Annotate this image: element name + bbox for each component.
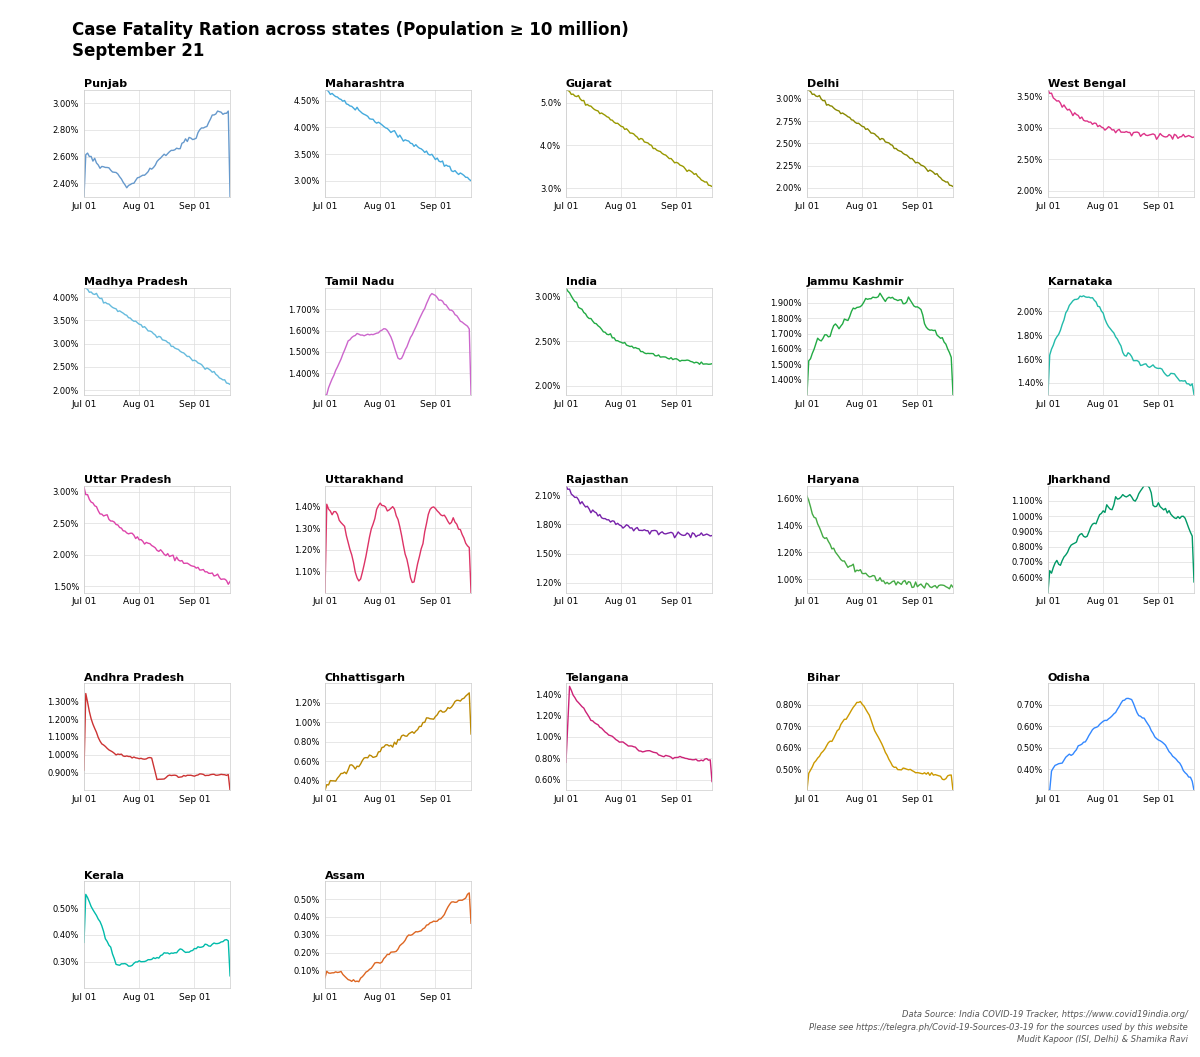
Text: Kerala: Kerala (84, 871, 124, 880)
Text: Uttar Pradesh: Uttar Pradesh (84, 475, 172, 485)
Text: Rajasthan: Rajasthan (566, 475, 629, 485)
Text: Telangana: Telangana (566, 672, 630, 683)
Text: Delhi: Delhi (806, 79, 839, 89)
Text: Chhattisgarh: Chhattisgarh (325, 672, 406, 683)
Text: Bihar: Bihar (806, 672, 840, 683)
Text: Case Fatality Ration across states (Population ≥ 10 million): Case Fatality Ration across states (Popu… (72, 21, 629, 39)
Text: Andhra Pradesh: Andhra Pradesh (84, 672, 184, 683)
Text: Odisha: Odisha (1048, 672, 1091, 683)
Text: Tamil Nadu: Tamil Nadu (325, 277, 395, 286)
Text: India: India (566, 277, 596, 286)
Text: September 21: September 21 (72, 42, 204, 60)
Text: Punjab: Punjab (84, 79, 127, 89)
Text: Madhya Pradesh: Madhya Pradesh (84, 277, 188, 286)
Text: Karnataka: Karnataka (1048, 277, 1112, 286)
Text: Maharashtra: Maharashtra (325, 79, 404, 89)
Text: Uttarakhand: Uttarakhand (325, 475, 403, 485)
Text: Gujarat: Gujarat (566, 79, 612, 89)
Text: Haryana: Haryana (806, 475, 859, 485)
Text: Jharkhand: Jharkhand (1048, 475, 1111, 485)
Text: West Bengal: West Bengal (1048, 79, 1126, 89)
Text: Assam: Assam (325, 871, 366, 880)
Text: Jammu Kashmir: Jammu Kashmir (806, 277, 905, 286)
Text: Data Source: India COVID-19 Tracker, https://www.covid19india.org/
Please see ht: Data Source: India COVID-19 Tracker, htt… (809, 1010, 1188, 1044)
